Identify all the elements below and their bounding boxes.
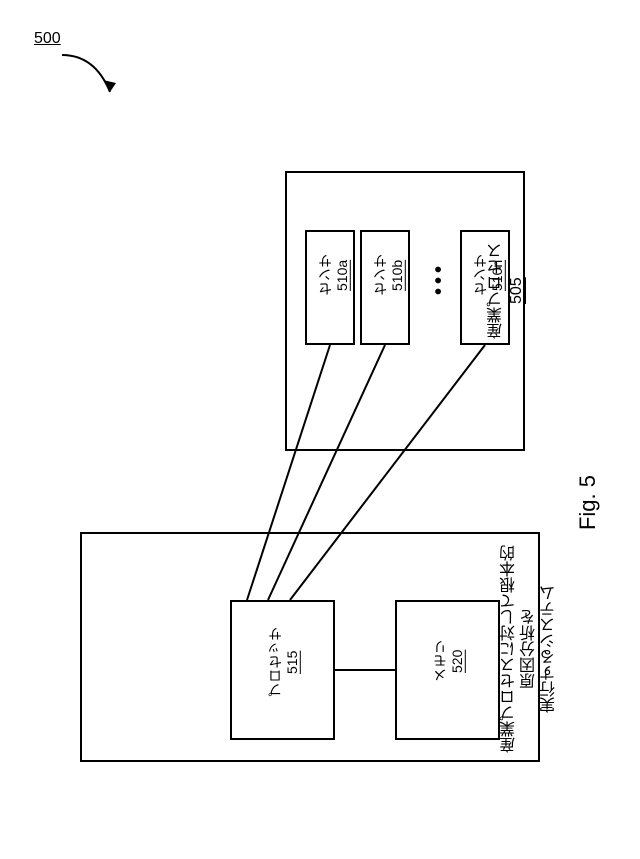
ellipsis-icon: ••• (428, 262, 451, 295)
box-memory: メモリ 520 (395, 600, 500, 740)
memory-label: メモリ 520 (432, 640, 466, 682)
sensor-b-label: センサ 510b (372, 254, 406, 296)
box-sensor-a: センサ 510a (305, 230, 355, 345)
box-processor: プロセッサ 515 (230, 600, 335, 740)
box-sensor-n: センサ 510n (460, 230, 510, 345)
figure-caption: Fig. 5 (575, 475, 601, 530)
sensor-n-label: センサ 510n (472, 254, 506, 296)
processor-label: プロセッサ 515 (267, 627, 301, 697)
sensor-a-label: センサ 510a (317, 254, 351, 296)
diagram-canvas: 500 産業プロセス 505 センサ 510a センサ 510b ••• (0, 0, 640, 859)
figure-ref-number: 500 (34, 30, 61, 48)
box-sensor-b: センサ 510b (360, 230, 410, 345)
system-label: 産業プロセスに対して根本的原因分析を 実行するシステム (500, 544, 560, 754)
